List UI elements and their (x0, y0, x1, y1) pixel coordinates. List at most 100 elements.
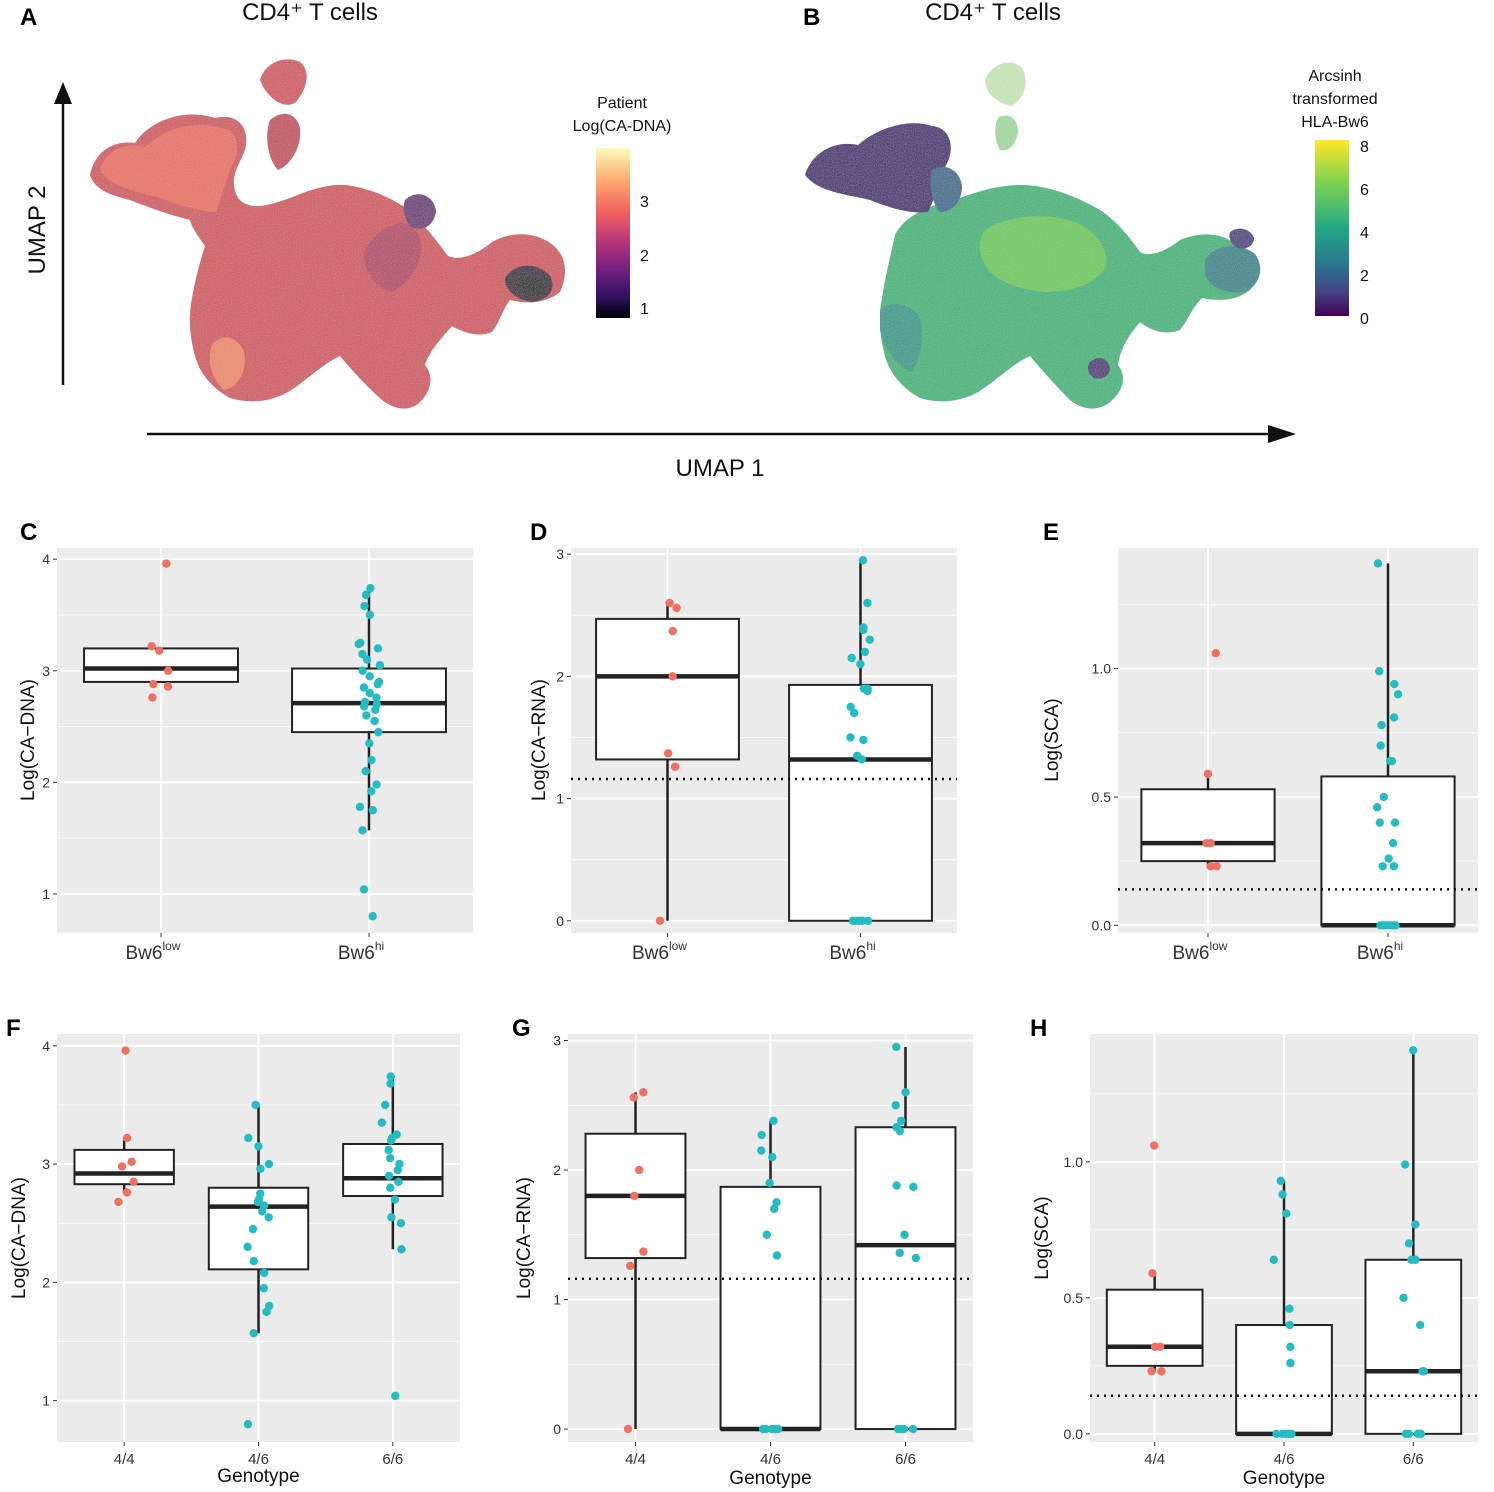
data-point (623, 1424, 633, 1434)
data-point (911, 1253, 921, 1263)
data-point (365, 610, 375, 620)
data-point (1415, 1320, 1425, 1330)
data-point (264, 1213, 273, 1222)
legend-a-colorbar (596, 148, 630, 318)
data-point (773, 1424, 783, 1434)
x-category-label: Bw6hi (338, 939, 384, 964)
legend-b-tick-6: 6 (1360, 182, 1369, 199)
data-point (396, 1219, 406, 1228)
legend-b-tick-0: 0 (1360, 311, 1369, 328)
data-point (386, 1183, 395, 1192)
y-tick-label: 4 (42, 1038, 50, 1054)
data-point (384, 1145, 393, 1155)
data-point (362, 711, 371, 720)
y-axis-title: Log(SCA) (1032, 1196, 1053, 1279)
data-point (359, 885, 369, 894)
legend-b-tick-8: 8 (1360, 139, 1369, 156)
data-point (365, 739, 374, 748)
data-point (765, 1178, 774, 1188)
umap-x-arrowhead (1268, 425, 1296, 443)
y-tick-label: 0.5 (1092, 789, 1112, 805)
data-point (244, 1133, 253, 1143)
x-category-label: 4/6 (248, 1451, 269, 1468)
data-point (249, 1256, 259, 1266)
data-point (149, 679, 158, 689)
data-point (163, 682, 173, 691)
data-point (1404, 1429, 1414, 1439)
data-point (1418, 1367, 1427, 1376)
data-point (857, 755, 866, 764)
y-tick-label: 1.0 (1092, 661, 1112, 677)
y-tick-label: 3 (553, 1032, 561, 1048)
y-tick-label: 1 (42, 1393, 50, 1409)
x-axis-title: Genotype (1243, 1468, 1325, 1489)
data-point (243, 1420, 253, 1429)
panel-letter-c: C (20, 519, 37, 546)
data-point (1375, 818, 1385, 827)
data-point (365, 672, 374, 681)
data-point (114, 1197, 123, 1207)
data-point (253, 1197, 263, 1207)
data-point (846, 733, 855, 742)
data-point (908, 1424, 918, 1434)
data-point (1276, 1176, 1285, 1186)
data-point (762, 1230, 771, 1239)
data-point (386, 1079, 395, 1088)
data-point (127, 1157, 136, 1166)
panel-letter-f: F (6, 1015, 21, 1042)
data-point (1272, 1429, 1281, 1439)
data-point (367, 787, 376, 796)
data-point (368, 806, 377, 815)
x-category-label: 4/4 (625, 1451, 646, 1468)
data-point (367, 755, 376, 765)
legend-a-tick-3: 3 (640, 194, 649, 211)
data-point (372, 693, 381, 702)
panel-c: C 1 2 3 4 Bw6low Bw6hi Log(CA−DNA) (18, 519, 473, 964)
legend-b-title-line-1: Arcsinh (1308, 68, 1361, 85)
data-point (863, 686, 872, 696)
data-point (655, 916, 665, 925)
data-point (393, 1165, 402, 1175)
data-point (262, 1307, 271, 1317)
data-point (901, 1088, 910, 1097)
data-point (264, 1159, 274, 1169)
data-point (860, 647, 870, 657)
x-category-label: Bw6hi (1357, 939, 1403, 964)
data-point (358, 666, 367, 675)
data-point (390, 1195, 400, 1204)
data-point (358, 649, 367, 659)
data-point (148, 693, 157, 702)
data-point (129, 1177, 138, 1187)
umap-b-cloud (805, 62, 1261, 409)
plot-background (57, 548, 473, 933)
data-point (849, 708, 859, 718)
data-point (243, 1242, 252, 1252)
x-category-label: 4/6 (760, 1451, 781, 1468)
data-point (355, 802, 365, 812)
x-axis-title: Genotype (217, 1466, 299, 1487)
box-iqr (1320, 775, 1456, 927)
data-point (1373, 559, 1383, 568)
data-point (668, 626, 678, 636)
data-point (1378, 862, 1387, 871)
data-point (1282, 1209, 1291, 1218)
data-point (1389, 713, 1399, 722)
data-point (1389, 862, 1399, 871)
data-point (897, 1116, 906, 1125)
y-tick-label: 3 (556, 546, 564, 562)
y-tick-label: 1 (553, 1292, 561, 1308)
data-point (1387, 756, 1397, 766)
data-point (1157, 1367, 1166, 1376)
panel-letter-b: B (803, 4, 820, 31)
x-axis-title: Genotype (729, 1468, 811, 1489)
data-point (900, 1230, 909, 1239)
panel-letter-e: E (1043, 519, 1059, 546)
data-point (856, 659, 865, 669)
data-point (387, 1213, 396, 1222)
data-point (362, 655, 372, 664)
y-tick-label: 0.5 (1064, 1290, 1084, 1306)
y-tick-label: 0 (556, 913, 564, 929)
data-point (1388, 838, 1398, 848)
y-tick-label: 2 (42, 1274, 50, 1290)
